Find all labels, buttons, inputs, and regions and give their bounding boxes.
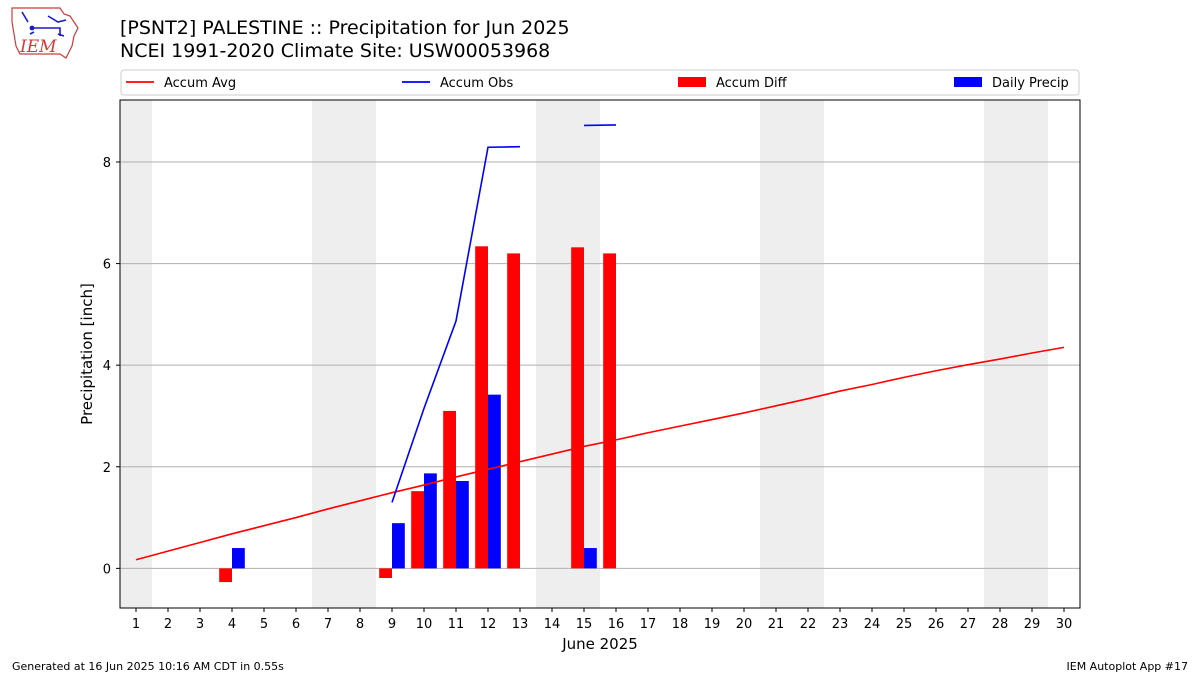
daily-precip-bar-4 (232, 548, 245, 569)
weekend-shading (120, 100, 1048, 608)
x-tick-label-24: 24 (864, 617, 881, 632)
weekend-band-4 (760, 100, 824, 608)
x-tick-label-27: 27 (960, 617, 977, 632)
x-tick-label-14: 14 (544, 617, 561, 632)
x-tick-label-25: 25 (896, 617, 913, 632)
legend-swatch-accum-diff (678, 77, 706, 87)
weekend-band-2 (312, 100, 376, 608)
gridlines (120, 161, 1080, 569)
chart-title: [PSNT2] PALESTINE :: Precipitation for J… (120, 17, 570, 39)
accum-obs-line-2 (583, 124, 617, 127)
accum-diff-bar-9 (379, 568, 392, 579)
x-tick-label-1: 1 (132, 617, 140, 632)
chart-subtitle: NCEI 1991-2020 Climate Site: USW00053968 (120, 40, 551, 62)
daily-precip-bar-12 (488, 394, 501, 569)
accum-diff-bar-10 (411, 491, 424, 569)
axes: 1 2 3 4 5 6 7 8 9 10 11 12 13 14 15 16 17 18 19 20 21 22 23 24 2… (103, 156, 1073, 632)
x-tick-label-11: 11 (448, 617, 465, 632)
x-tick-label-18: 18 (672, 617, 689, 632)
weekend-band-1 (120, 100, 152, 608)
x-tick-label-29: 29 (1024, 617, 1041, 632)
daily-precip-bar-15 (584, 548, 597, 569)
legend-swatch-daily-precip (954, 77, 982, 87)
x-tick-label-20: 20 (736, 617, 753, 632)
generated-note: Generated at 16 Jun 2025 10:16 AM CDT in… (12, 660, 284, 673)
legend-label-accum-obs: Accum Obs (440, 76, 513, 91)
x-tick-label-5: 5 (260, 617, 268, 632)
legend: Accum Avg Accum Obs Accum Diff Daily Precip (120, 69, 1080, 96)
accum-diff-bar-11 (443, 410, 456, 569)
legend-label-accum-avg: Accum Avg (164, 76, 236, 91)
x-tick-label-2: 2 (164, 617, 172, 632)
precip-chart: 1 2 3 4 5 6 7 8 9 10 11 12 13 14 15 16 17 18 19 20 21 22 23 24 2… (78, 69, 1081, 653)
accum-diff-bar-4 (219, 568, 232, 583)
daily-precip-bar-9 (392, 523, 405, 569)
daily-precip-bar-10 (424, 473, 437, 569)
x-tick-label-10: 10 (416, 617, 433, 632)
y-tick-label-6: 6 (103, 258, 111, 273)
iem-logo: IEM (11, 7, 79, 59)
x-tick-label-21: 21 (768, 617, 785, 632)
weekend-band-3 (536, 100, 600, 608)
accum-diff-bar-15 (571, 247, 584, 569)
accum-diff-bar-13 (507, 253, 520, 569)
x-tick-label-15: 15 (576, 617, 593, 632)
y-tick-label-8: 8 (103, 156, 111, 171)
weekend-band-5 (984, 100, 1048, 608)
x-tick-label-13: 13 (512, 617, 529, 632)
accum-diff-bar-16 (603, 253, 616, 569)
accum-obs-line-1 (391, 145, 521, 503)
y-tick-label-2: 2 (103, 461, 111, 476)
x-tick-label-6: 6 (292, 617, 300, 632)
x-tick-label-26: 26 (928, 617, 945, 632)
x-tick-label-3: 3 (196, 617, 204, 632)
x-tick-label-7: 7 (324, 617, 332, 632)
accum-avg-line (135, 346, 1065, 561)
accum-diff-bar-12 (475, 246, 488, 569)
x-tick-label-19: 19 (704, 617, 721, 632)
x-tick-label-22: 22 (800, 617, 817, 632)
legend-label-daily-precip: Daily Precip (992, 76, 1069, 91)
x-tick-label-12: 12 (480, 617, 497, 632)
series-lines (135, 124, 1065, 561)
y-tick-label-0: 0 (103, 562, 111, 577)
x-tick-label-17: 17 (640, 617, 657, 632)
plot-frame (119, 99, 1081, 609)
x-tick-label-16: 16 (608, 617, 625, 632)
legend-label-accum-diff: Accum Diff (716, 76, 788, 91)
daily-precip-bar-11 (456, 481, 469, 569)
x-tick-label-9: 9 (388, 617, 396, 632)
x-tick-label-30: 30 (1056, 617, 1073, 632)
svg-text:IEM: IEM (19, 37, 57, 57)
app-credit: IEM Autoplot App #17 (1066, 660, 1189, 673)
x-tick-label-23: 23 (832, 617, 849, 632)
x-tick-label-4: 4 (228, 617, 236, 632)
x-axis-label: June 2025 (561, 635, 638, 653)
y-axis-label: Precipitation [inch] (78, 283, 96, 425)
x-tick-label-8: 8 (356, 617, 364, 632)
bars (219, 246, 616, 583)
y-tick-label-4: 4 (103, 359, 111, 374)
legend-box (120, 69, 1080, 96)
x-tick-label-28: 28 (992, 617, 1009, 632)
